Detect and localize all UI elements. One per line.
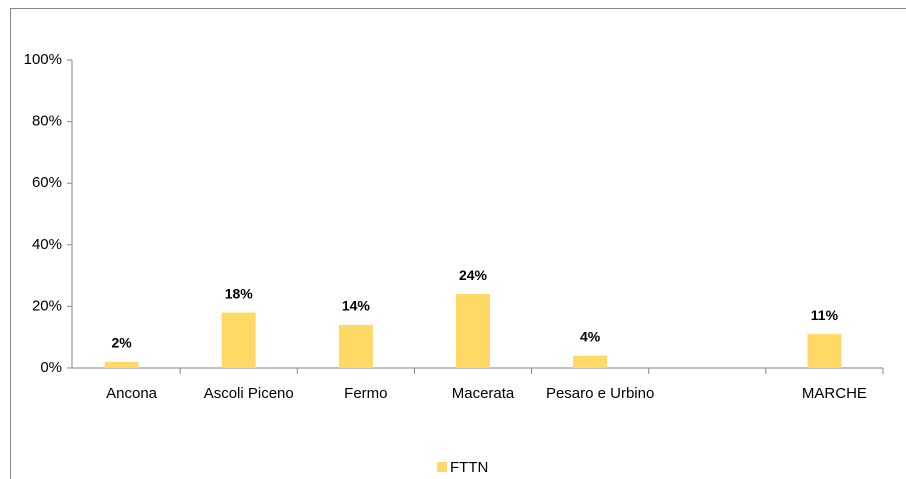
y-tick-label: 40% xyxy=(32,236,62,253)
bar xyxy=(573,355,608,368)
data-label: 18% xyxy=(225,285,254,301)
bar xyxy=(338,324,373,368)
y-tick-label: 100% xyxy=(24,51,62,68)
bar xyxy=(221,312,256,368)
data-label: 4% xyxy=(580,328,601,344)
bar xyxy=(104,361,139,368)
y-tick-label: 60% xyxy=(32,174,62,191)
data-label: 2% xyxy=(111,335,132,351)
bar xyxy=(807,334,842,368)
legend-swatch xyxy=(437,462,447,472)
bar xyxy=(456,294,490,368)
data-label: 14% xyxy=(342,298,371,314)
chart-frame xyxy=(10,8,906,479)
x-tick-label: Fermo xyxy=(344,385,387,402)
x-tick-label: Ascoli Piceno xyxy=(204,385,294,402)
x-tick-label: Ancona xyxy=(106,385,158,402)
x-tick-label: MARCHE xyxy=(802,385,867,402)
legend-label: FTTN xyxy=(450,459,488,476)
x-tick-label: Pesaro e Urbino xyxy=(546,385,654,402)
y-tick-label: 80% xyxy=(32,113,62,130)
y-tick-label: 0% xyxy=(40,359,62,376)
x-tick-label: Macerata xyxy=(452,385,515,402)
y-tick-label: 20% xyxy=(32,297,62,314)
data-label: 11% xyxy=(811,307,839,323)
data-label: 24% xyxy=(459,267,488,283)
